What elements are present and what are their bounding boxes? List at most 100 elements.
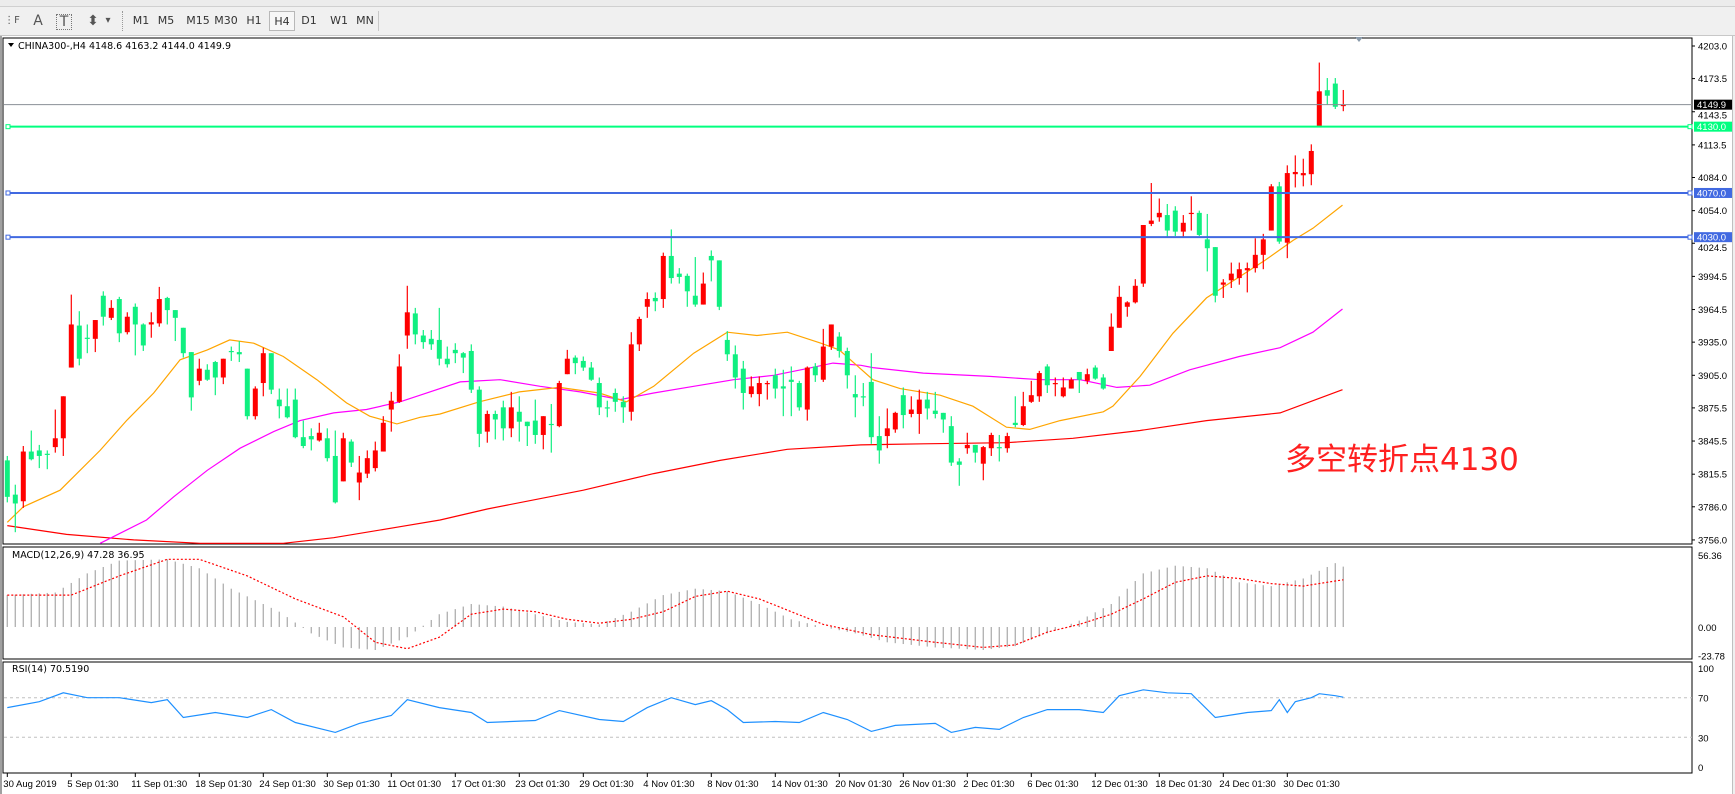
candle-bullish <box>1180 222 1186 232</box>
candle-bearish <box>452 349 458 354</box>
candle-bearish <box>932 410 938 414</box>
candle-bullish <box>892 412 898 430</box>
candle-bearish <box>548 423 554 426</box>
macd-title: MACD(12,26,9) 47.28 36.95 <box>12 550 145 561</box>
candle-bearish <box>572 357 578 364</box>
candle-bearish <box>796 383 802 408</box>
candle-bearish <box>28 451 34 460</box>
price-axis-label: 3935.0 <box>1698 338 1727 349</box>
candle-bearish <box>1092 367 1098 379</box>
candle-bullish <box>1020 406 1026 426</box>
price-axis-label: 4203.0 <box>1698 42 1727 53</box>
main-pane-frame <box>2 37 1693 545</box>
timeframe-w1-button[interactable]: W1 <box>330 14 348 27</box>
rsi-axis-label: 30 <box>1698 733 1709 744</box>
time-axis-label: 11 Oct 01:30 <box>387 779 441 790</box>
candle-bullish <box>508 407 514 429</box>
timeframe-m5-button[interactable]: M5 <box>157 14 175 27</box>
candle-bearish <box>524 421 530 427</box>
candle-bearish <box>596 383 602 408</box>
candle-bearish <box>1212 247 1218 296</box>
line-handle-right <box>1687 234 1693 240</box>
candle-bullish <box>1116 296 1122 328</box>
timeframe-d1-button[interactable]: D1 <box>301 14 317 27</box>
time-axis-label: 2 Dec 01:30 <box>963 779 1014 790</box>
candle-bearish <box>1076 371 1082 380</box>
candle-bearish <box>1100 377 1106 389</box>
current-price-marker: 4149.9 <box>1697 100 1726 111</box>
candle-bearish <box>468 350 474 390</box>
candle-bullish <box>1228 273 1234 281</box>
chart-header: CHINA300-,H4 4148.6 4163.2 4144.0 4149.9 <box>18 41 231 52</box>
candle-bearish <box>284 406 290 418</box>
candle-bullish <box>1244 268 1250 271</box>
timeframe-mn-button[interactable]: MN <box>356 14 374 27</box>
timeframe-m30-button[interactable]: M30 <box>214 14 238 27</box>
line-handle-right <box>1687 190 1693 196</box>
candle-bullish <box>1156 212 1162 218</box>
chart-shift-marker-icon[interactable] <box>1355 37 1363 42</box>
candle-bullish <box>372 450 378 469</box>
text-label-icon[interactable]: T <box>56 14 72 30</box>
candle-bearish <box>4 460 10 497</box>
candle-bullish <box>988 434 994 449</box>
timeframe-h4-button[interactable]: H4 <box>269 11 295 31</box>
candle-bullish <box>700 283 706 305</box>
candle-bullish <box>60 396 66 439</box>
text-icon[interactable]: A <box>33 13 43 29</box>
hline-price-marker: 4070.0 <box>1697 188 1726 199</box>
timeframe-h1-button[interactable]: H1 <box>246 14 262 27</box>
candle-bearish <box>412 313 418 335</box>
chart-annotation-text: 多空转折点4130 <box>1285 442 1519 478</box>
macd-signal-line <box>7 558 1344 650</box>
timeframe-m15-button[interactable]: M15 <box>186 14 210 27</box>
candle-bullish <box>1124 302 1130 307</box>
candle-bullish <box>1084 374 1090 381</box>
candle-bullish <box>124 316 130 333</box>
candle-bullish <box>1060 387 1066 397</box>
candle-bullish <box>748 386 754 395</box>
candle-bullish <box>156 299 162 324</box>
time-axis-label: 24 Sep 01:30 <box>259 779 316 790</box>
candle-bearish <box>940 412 946 420</box>
candle-bearish <box>516 411 522 422</box>
dropdown-icon[interactable]: ▾ <box>105 15 111 26</box>
candle-bearish <box>276 399 282 407</box>
candle-bearish <box>532 420 538 435</box>
candle-bullish <box>1268 186 1274 231</box>
candle-bearish <box>1332 83 1338 107</box>
candle-bullish <box>1220 282 1226 285</box>
candle-bullish <box>388 400 394 410</box>
candle-bullish <box>1140 225 1146 284</box>
candle-bullish <box>316 432 322 441</box>
price-axis-label: 4024.5 <box>1698 243 1727 254</box>
time-axis-label: 29 Oct 01:30 <box>579 779 633 790</box>
candle-bullish <box>340 438 346 482</box>
candle-bearish <box>836 336 842 351</box>
fibo-fan-icon[interactable]: ⋮F <box>4 15 20 26</box>
candle-bullish <box>1148 220 1154 224</box>
candle-bearish <box>76 325 82 359</box>
candle-bearish <box>740 368 746 393</box>
candle-bearish <box>140 324 146 346</box>
candle-bearish <box>244 368 250 417</box>
candle-bearish <box>324 438 330 459</box>
candle-bearish <box>580 360 586 368</box>
time-axis-label: 20 Nov 01:30 <box>835 779 892 790</box>
header-collapse-icon[interactable] <box>8 43 14 47</box>
candle-bearish <box>236 352 242 355</box>
candle-bearish <box>716 260 722 307</box>
arrows-icon[interactable]: ⬍ <box>87 13 99 29</box>
price-axis-label: 3964.5 <box>1698 305 1727 316</box>
ma-mid-line <box>99 308 1343 544</box>
time-axis-label: 17 Oct 01:30 <box>451 779 505 790</box>
timeframe-m1-button[interactable]: M1 <box>132 14 150 27</box>
candle-bearish <box>1044 366 1050 386</box>
candle-bullish <box>396 366 402 402</box>
candle-bullish <box>1236 269 1242 279</box>
candle-bullish <box>564 358 570 375</box>
axes: 4203.0 4173.5 4143.5 4113.5 4084.0 4054.0 4024… <box>3 42 1732 790</box>
candle-bullish <box>1052 383 1058 385</box>
line-handle-left <box>5 234 11 240</box>
